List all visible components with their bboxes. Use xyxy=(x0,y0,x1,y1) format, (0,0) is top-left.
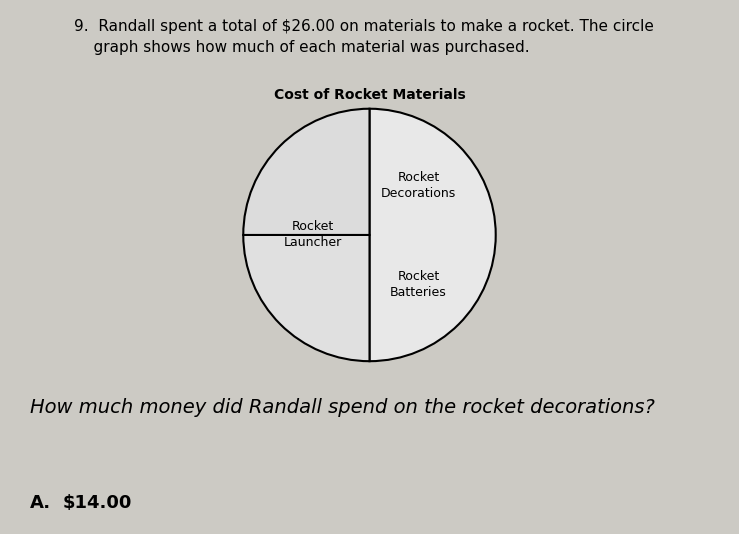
Text: Rocket
Launcher: Rocket Launcher xyxy=(284,221,342,249)
Wedge shape xyxy=(370,109,496,361)
Text: $14.00: $14.00 xyxy=(63,494,132,512)
Text: graph shows how much of each material was purchased.: graph shows how much of each material wa… xyxy=(74,40,530,55)
Text: Rocket
Batteries: Rocket Batteries xyxy=(390,270,447,299)
Wedge shape xyxy=(243,109,370,235)
Text: Cost of Rocket Materials: Cost of Rocket Materials xyxy=(273,88,466,102)
Text: How much money did Randall spend on the rocket decorations?: How much money did Randall spend on the … xyxy=(30,398,655,417)
Text: 9.  Randall spent a total of $26.00 on materials to make a rocket. The circle: 9. Randall spent a total of $26.00 on ma… xyxy=(74,19,654,34)
Wedge shape xyxy=(243,235,370,361)
Text: A.: A. xyxy=(30,494,51,512)
Text: Rocket
Decorations: Rocket Decorations xyxy=(381,171,456,200)
